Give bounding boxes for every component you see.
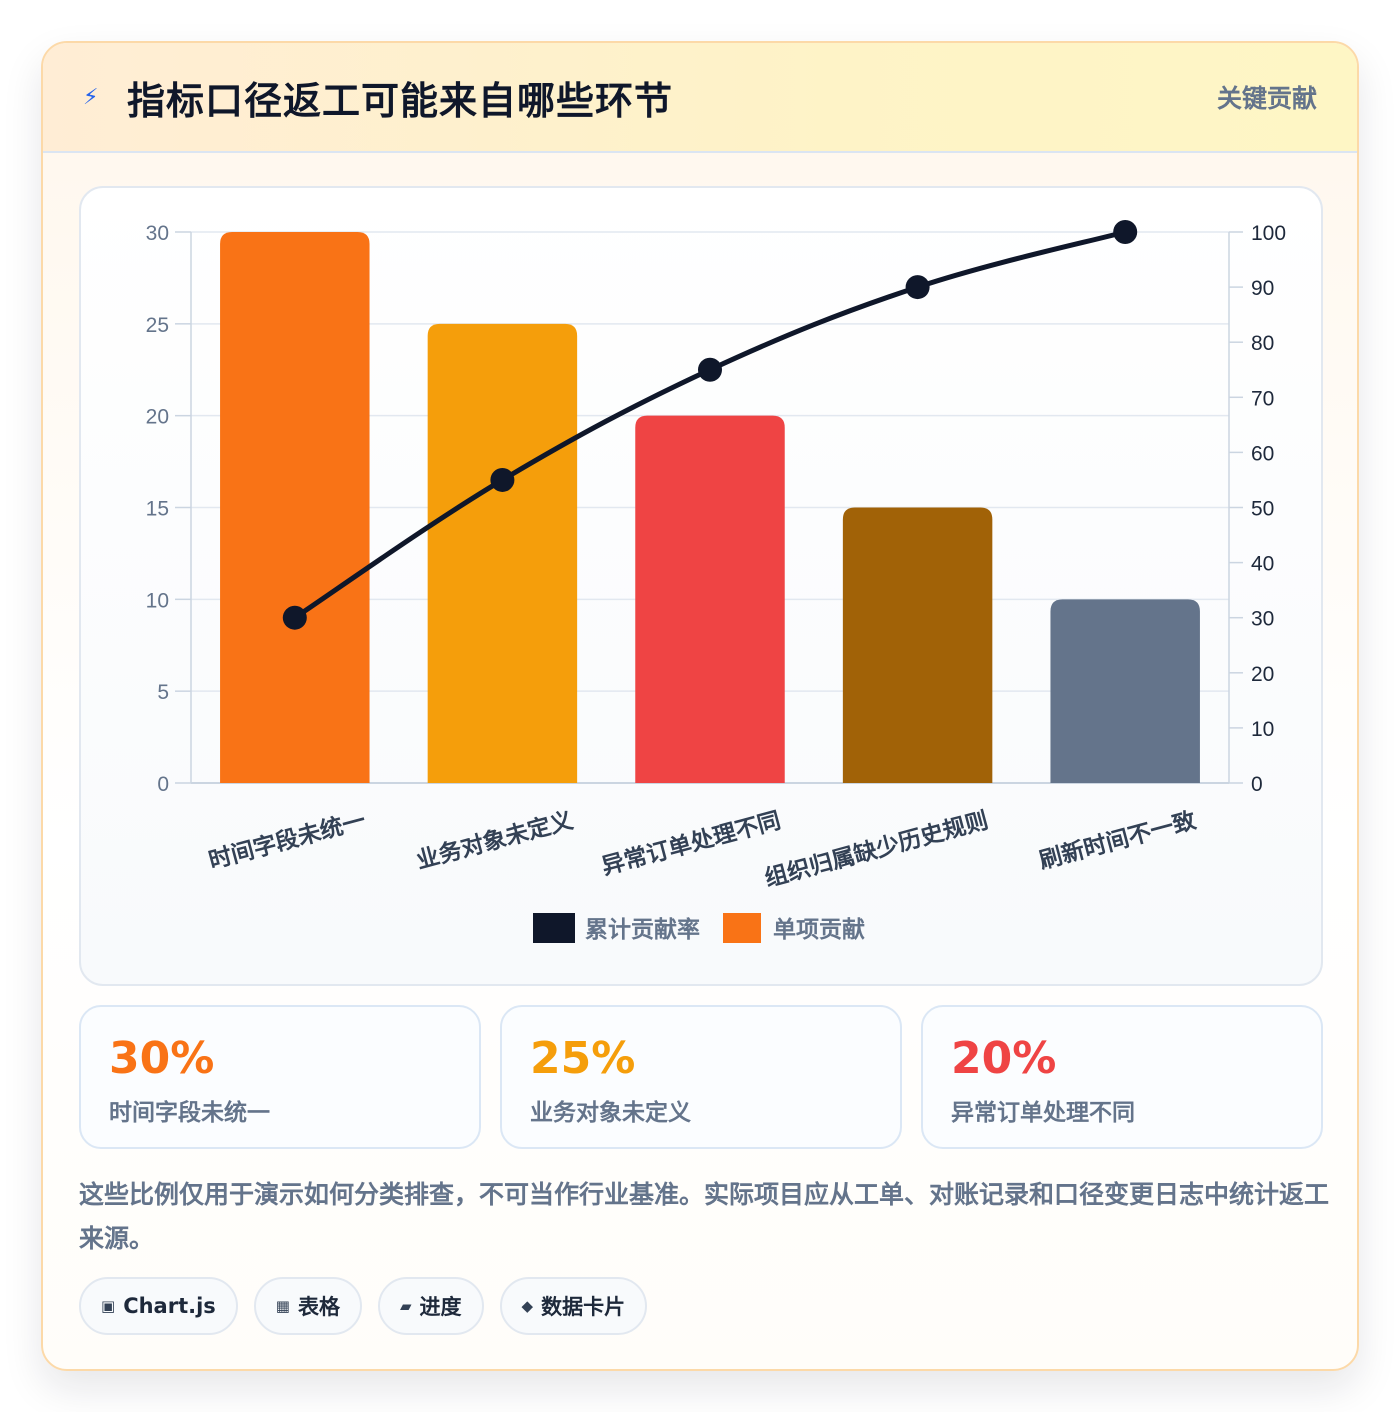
y-right-tick-label: 100 (1251, 222, 1286, 245)
key-contribution-badge: 关键贡献 (1216, 84, 1317, 113)
legend-label-single: 单项贡献 (773, 917, 865, 943)
pareto-chart: 0 5 10 15 20 25 30 0 10 20 30 40 50 60 70 80 90 100 时间字段未统… (146, 220, 1286, 943)
y-right-tick-label: 80 (1251, 332, 1274, 355)
bar-1 (220, 232, 370, 783)
x-tick-label: 异常订单处理不同 (599, 808, 783, 881)
stat-value: 25% (530, 1033, 636, 1084)
tag-table[interactable]: ▦ 表格 (253, 1277, 362, 1335)
cumulative-point-5 (1113, 220, 1138, 244)
tag-chartjs[interactable]: ▣ Chart.js (79, 1277, 238, 1335)
y-right-tick-label: 0 (1251, 773, 1263, 796)
y-right-tick-label: 90 (1251, 277, 1274, 300)
disclaimer-note: 这些比例仅用于演示如何分类排查，不可当作行业基准。实际项目应从工单、对账记录和口… (79, 1180, 1330, 1253)
chart-panel: 0 5 10 15 20 25 30 0 10 20 30 40 50 60 70 80 90 100 时间字段未统… (79, 186, 1323, 986)
x-tick-label: 时间字段未统一 (206, 807, 369, 875)
stat-label: 业务对象未定义 (530, 1100, 691, 1126)
stat-card-3: 20% 异常订单处理不同 (921, 1005, 1323, 1149)
tag-label: 数据卡片 (541, 1295, 626, 1319)
chart-icon: ▣ (101, 1297, 116, 1315)
tag-progress[interactable]: ▰ 进度 (377, 1277, 484, 1335)
y-left-tick-label: 15 (146, 498, 169, 521)
progress-icon: ▰ (399, 1297, 412, 1315)
data-card-icon: ◆ (521, 1297, 534, 1315)
stat-label: 异常订单处理不同 (951, 1100, 1135, 1126)
y-left-tick-label: 10 (146, 589, 169, 612)
stat-label: 时间字段未统一 (109, 1100, 270, 1126)
tag-list: ▣ Chart.js ▦ 表格 ▰ 进度 ◆ 数据卡片 (79, 1277, 663, 1335)
cumulative-point-1 (282, 605, 307, 630)
y-left-tick-label: 25 (146, 314, 169, 337)
bar-5 (1050, 599, 1200, 783)
stat-value: 30% (109, 1033, 215, 1084)
bar-3 (635, 415, 785, 783)
cumulative-point-2 (490, 467, 515, 492)
x-tick-label: 业务对象未定义 (413, 807, 576, 875)
chart-card: ⚡ 指标口径返工可能来自哪些环节 关键贡献 0 5 10 15 20 25 30 0 10 20 3… (41, 41, 1359, 1371)
lightning-icon: ⚡ (83, 84, 99, 110)
y-right-tick-label: 10 (1251, 718, 1274, 741)
title-wrap: ⚡ 指标口径返工可能来自哪些环节 (83, 70, 673, 125)
legend-swatch-single (723, 913, 761, 943)
y-right-tick-label: 70 (1251, 387, 1274, 410)
cumulative-point-4 (905, 275, 930, 300)
y-right-tick-label: 50 (1251, 498, 1274, 521)
legend-label-cumulative: 累计贡献率 (585, 916, 700, 943)
stat-card-2: 25% 业务对象未定义 (500, 1005, 902, 1149)
stat-cards: 30% 时间字段未统一 25% 业务对象未定义 20% 异常订单处理不同 (79, 1005, 1323, 1149)
tag-label: Chart.js (123, 1294, 216, 1318)
table-icon: ▦ (275, 1297, 290, 1315)
bar-2 (427, 323, 578, 783)
page-title: 指标口径返工可能来自哪些环节 (127, 78, 674, 123)
cumulative-point-3 (698, 357, 722, 382)
y-right-tick-label: 30 (1251, 608, 1274, 631)
card-header: ⚡ 指标口径返工可能来自哪些环节 关键贡献 (43, 43, 1357, 153)
y-right-tick-label: 40 (1251, 553, 1274, 576)
tag-label: 进度 (419, 1295, 462, 1319)
y-right-tick-label: 20 (1251, 663, 1274, 686)
legend-swatch-cumulative (533, 913, 575, 943)
bar-4 (842, 507, 993, 783)
x-tick-label: 刷新时间不一致 (1036, 806, 1199, 874)
tag-data-card[interactable]: ◆ 数据卡片 (499, 1277, 648, 1335)
stat-value: 20% (951, 1033, 1057, 1084)
y-left-tick-label: 0 (157, 773, 169, 796)
y-left-tick-label: 30 (146, 222, 169, 245)
y-left-tick-label: 20 (146, 406, 169, 429)
stat-card-1: 30% 时间字段未统一 (79, 1005, 481, 1149)
y-right-tick-label: 60 (1251, 442, 1274, 465)
y-left-tick-label: 5 (157, 681, 169, 704)
tag-label: 表格 (297, 1295, 340, 1319)
x-tick-label: 组织归属缺少历史规则 (762, 807, 991, 893)
